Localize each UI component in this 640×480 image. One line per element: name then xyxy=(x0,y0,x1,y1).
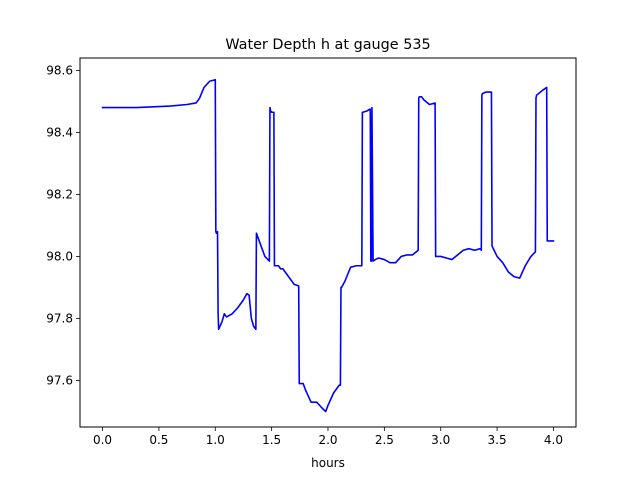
series-layer xyxy=(101,78,555,413)
x-axis-label: hours xyxy=(311,456,345,470)
x-tick-label: 3.0 xyxy=(431,433,450,447)
x-tick-label: 2.0 xyxy=(318,433,337,447)
series-line-0 xyxy=(101,78,555,413)
y-tick-label: 97.8 xyxy=(46,311,73,325)
x-tick-label: 1.0 xyxy=(206,433,225,447)
x-axis: 0.0 0.5 1.0 1.5 2.0 2.5 3.0 3.5 4.0 xyxy=(93,427,563,447)
x-tick-label: 3.5 xyxy=(488,433,507,447)
y-tick-label: 98.2 xyxy=(46,187,73,201)
y-tick-label: 98.6 xyxy=(46,63,73,77)
x-tick-label: 0.0 xyxy=(93,433,112,447)
x-tick-label: 1.5 xyxy=(262,433,281,447)
y-tick-label: 98.0 xyxy=(46,249,73,263)
x-tick-label: 0.5 xyxy=(149,433,168,447)
y-tick-label: 97.6 xyxy=(46,373,73,387)
chart-title: Water Depth h at gauge 535 xyxy=(225,37,430,53)
y-axis: 97.6 97.8 98.0 98.2 98.4 98.6 xyxy=(46,63,80,387)
plot-frame xyxy=(79,57,577,428)
x-tick-label: 4.0 xyxy=(544,433,563,447)
plot-area xyxy=(80,58,576,427)
x-tick-label: 2.5 xyxy=(375,433,394,447)
y-tick-label: 98.4 xyxy=(46,125,73,139)
